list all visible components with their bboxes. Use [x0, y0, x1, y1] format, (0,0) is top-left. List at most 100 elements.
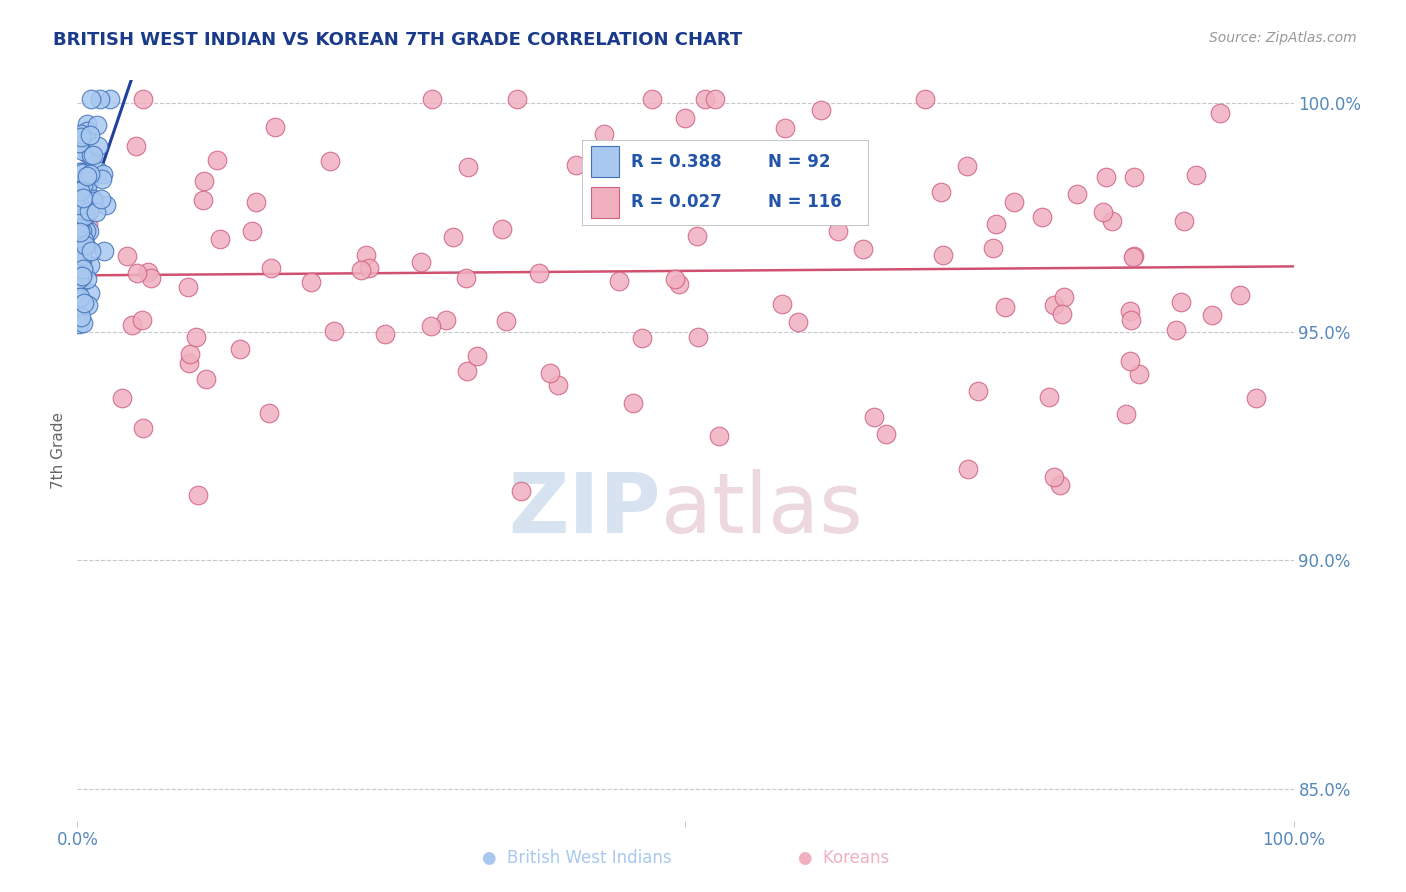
Point	[79, 258, 101, 272]
Point	[956, 462, 979, 476]
Point	[228, 343, 250, 357]
Point	[70, 224, 93, 238]
Point	[191, 193, 214, 207]
Point	[668, 277, 690, 292]
Point	[1092, 205, 1115, 219]
Point	[93, 244, 115, 259]
Point	[703, 91, 725, 105]
Point	[67, 311, 90, 326]
Point	[115, 249, 138, 263]
Point	[621, 396, 644, 410]
Point	[510, 483, 533, 498]
Point	[984, 217, 1007, 231]
Point	[131, 313, 153, 327]
Point	[495, 313, 517, 327]
Point	[707, 429, 730, 443]
Point	[72, 253, 94, 268]
Point	[205, 153, 228, 167]
Point	[506, 91, 529, 105]
Point	[67, 195, 90, 210]
Point	[87, 138, 110, 153]
Point	[69, 225, 91, 239]
Point	[139, 271, 162, 285]
Point	[929, 185, 952, 199]
Point	[91, 172, 114, 186]
Point	[136, 265, 159, 279]
Point	[686, 330, 709, 344]
Point	[862, 409, 884, 424]
Point	[87, 164, 110, 178]
Point	[67, 185, 90, 199]
Point	[931, 248, 953, 262]
Point	[69, 310, 91, 324]
Point	[467, 349, 489, 363]
Point	[786, 315, 808, 329]
Point	[981, 241, 1004, 255]
Point	[89, 91, 111, 105]
Point	[77, 174, 100, 188]
Point	[319, 153, 342, 168]
Point	[75, 227, 97, 241]
Point	[72, 241, 94, 255]
Point	[630, 331, 652, 345]
Point	[177, 356, 200, 370]
Point	[773, 121, 796, 136]
Point	[91, 167, 114, 181]
Text: ●  Koreans: ● Koreans	[799, 849, 889, 867]
Point	[80, 198, 103, 212]
Point	[456, 364, 478, 378]
Point	[73, 209, 96, 223]
Point	[72, 209, 94, 223]
Text: atlas: atlas	[661, 469, 863, 550]
Point	[72, 269, 94, 284]
Point	[79, 286, 101, 301]
Point	[1119, 304, 1142, 318]
Point	[73, 237, 96, 252]
Point	[1209, 106, 1232, 120]
Point	[1038, 390, 1060, 404]
Point	[70, 268, 93, 283]
Point	[1101, 214, 1123, 228]
Point	[127, 267, 149, 281]
Point	[177, 280, 200, 294]
Point	[77, 147, 100, 161]
Point	[72, 144, 94, 158]
Point	[454, 270, 477, 285]
Point	[1118, 354, 1140, 368]
Point	[72, 209, 94, 223]
Point	[82, 194, 104, 208]
Point	[72, 183, 94, 197]
Point	[1164, 323, 1187, 337]
Point	[79, 128, 101, 142]
Point	[72, 261, 94, 276]
Point	[69, 184, 91, 198]
Point	[76, 123, 98, 137]
Point	[607, 274, 630, 288]
Point	[69, 244, 91, 258]
Point	[80, 244, 103, 259]
Point	[72, 234, 94, 248]
Point	[70, 203, 93, 218]
Point	[1115, 407, 1137, 421]
Point	[770, 297, 793, 311]
Point	[70, 238, 93, 252]
Point	[72, 200, 94, 214]
Point	[76, 117, 98, 131]
Point	[67, 204, 90, 219]
Point	[73, 191, 96, 205]
Point	[72, 186, 94, 201]
Point	[67, 265, 90, 279]
Point	[967, 384, 990, 398]
Point	[693, 91, 716, 105]
Text: BRITISH WEST INDIAN VS KOREAN 7TH GRADE CORRELATION CHART: BRITISH WEST INDIAN VS KOREAN 7TH GRADE …	[53, 31, 742, 49]
Point	[1002, 195, 1025, 210]
Point	[73, 263, 96, 277]
Point	[257, 406, 280, 420]
Point	[67, 292, 90, 306]
Point	[457, 160, 479, 174]
Point	[75, 224, 97, 238]
Point	[264, 120, 287, 134]
Point	[80, 148, 103, 162]
Point	[752, 186, 775, 201]
Point	[69, 277, 91, 291]
